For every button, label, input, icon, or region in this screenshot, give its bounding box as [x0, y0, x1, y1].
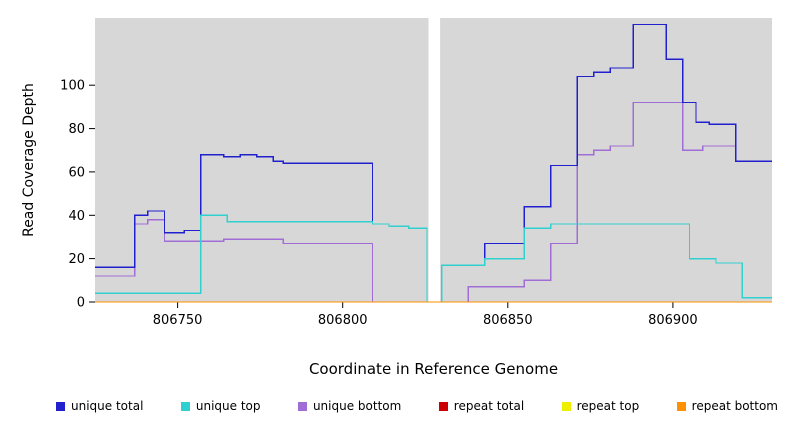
coverage-gap-band [428, 18, 441, 302]
legend-label-repeat-total: repeat total [453, 399, 525, 413]
y-tick-label: 0 [77, 296, 85, 311]
legend-label-repeat-bottom: repeat bottom [691, 399, 778, 413]
series-unique-bottom [95, 101, 772, 303]
legend-swatch-unique-top [180, 401, 190, 411]
legend-swatch-repeat-total [438, 401, 448, 411]
legend-item-unique-total: unique total [56, 399, 143, 413]
y-tick-label: 40 [68, 209, 85, 224]
legend-item-repeat-bottom: repeat bottom [676, 399, 778, 413]
legend-item-repeat-total: repeat total [438, 399, 525, 413]
x-tick-label: 806900 [648, 313, 698, 328]
legend: unique total unique top unique bottom repea… [0, 399, 792, 413]
legend-swatch-unique-bottom [297, 401, 307, 411]
legend-item-unique-top: unique top [180, 399, 261, 413]
legend-swatch-repeat-bottom [676, 401, 686, 411]
x-tick-label: 806800 [318, 313, 368, 328]
x-tick-label: 806850 [483, 313, 533, 328]
legend-swatch-repeat-top [561, 401, 571, 411]
plot-canvas: 0 20 40 60 80 100 806750 806800 806850 806900 [60, 18, 772, 328]
y-tick-label: 100 [60, 79, 85, 94]
x-tick-label: 806750 [153, 313, 203, 328]
legend-label-unique-top: unique top [195, 399, 261, 413]
legend-label-unique-total: unique total [71, 399, 144, 413]
y-tick-label: 60 [68, 165, 85, 180]
y-tick-label: 20 [68, 252, 85, 267]
series-unique-top [95, 214, 772, 303]
legend-swatch-unique-total [56, 401, 65, 411]
legend-item-unique-bottom: unique bottom [297, 399, 402, 413]
x-axis-title: Coordinate in Reference Genome [308, 360, 559, 378]
y-tick-label: 80 [68, 122, 85, 137]
legend-item-repeat-top: repeat top [561, 399, 640, 413]
legend-label-unique-bottom: unique bottom [312, 399, 402, 413]
y-axis-title: Read Coverage Depth [21, 83, 37, 237]
legend-label-repeat-top: repeat top [576, 399, 640, 413]
